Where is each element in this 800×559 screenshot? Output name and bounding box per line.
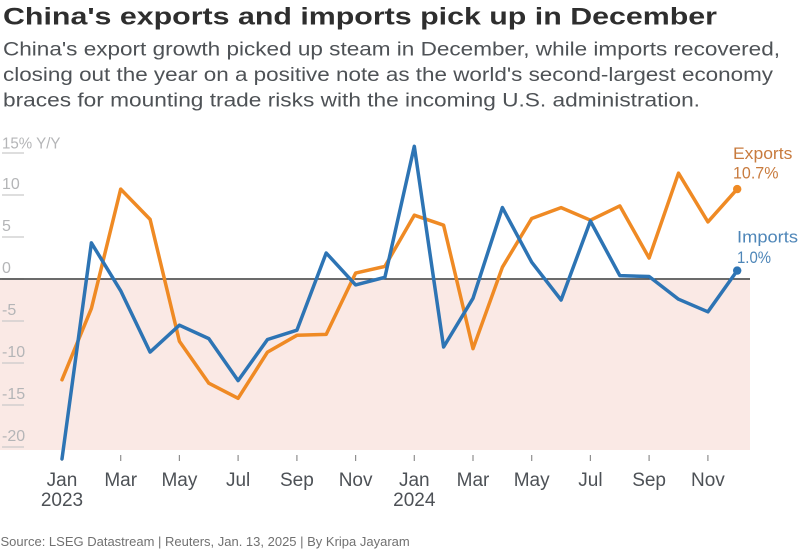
svg-text:May: May [161,470,197,491]
svg-text:10.7%: 10.7% [733,164,779,183]
svg-text:Nov: Nov [339,470,373,491]
svg-text:5: 5 [2,218,11,235]
svg-text:Sep: Sep [280,470,314,491]
svg-text:10: 10 [2,176,20,193]
svg-text:Jan: Jan [47,470,78,491]
svg-text:2024: 2024 [393,490,436,511]
svg-text:Imports: Imports [737,228,798,247]
svg-text:Mar: Mar [104,470,137,491]
svg-text:Nov: Nov [691,470,725,491]
svg-text:-20: -20 [2,428,25,445]
svg-text:May: May [514,470,550,491]
svg-text:-15: -15 [2,386,25,403]
svg-text:-10: -10 [2,344,25,361]
svg-text:China's exports and imports pi: China's exports and imports pick up in D… [3,4,717,31]
svg-text:Mar: Mar [457,470,490,491]
svg-text:braces for mounting trade risk: braces for mounting trade risks with the… [3,91,700,112]
svg-text:Exports: Exports [733,144,792,163]
svg-text:-5: -5 [2,302,16,319]
svg-text:Sep: Sep [632,470,666,491]
svg-text:closing out the year on a posi: closing out the year on a positive note … [3,65,774,86]
svg-text:China's export growth picked u: China's export growth picked up steam in… [3,40,780,61]
svg-text:2023: 2023 [41,490,83,511]
svg-text:1.0%: 1.0% [737,248,771,267]
svg-text:Jul: Jul [226,470,250,491]
svg-text:Jan: Jan [399,470,430,491]
svg-text:0: 0 [2,260,11,277]
svg-text:15% Y/Y: 15% Y/Y [2,136,61,153]
svg-text:Source: LSEG Datastream | Reut: Source: LSEG Datastream | Reuters, Jan. … [1,534,410,549]
svg-text:Jul: Jul [578,470,602,491]
